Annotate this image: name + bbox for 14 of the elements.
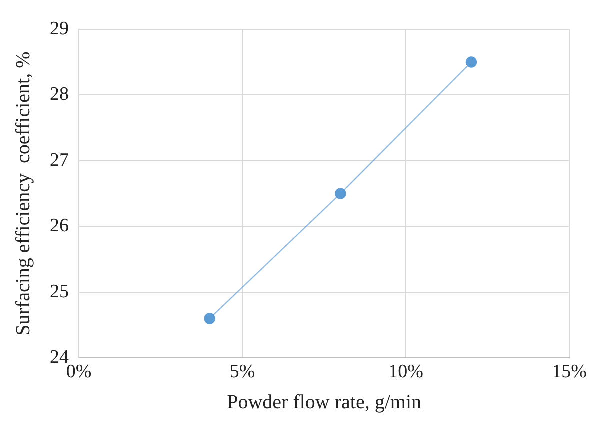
y-tick-label: 28 (50, 84, 69, 106)
x-tick-label: 10% (388, 362, 424, 383)
x-tick-label: 0% (66, 362, 92, 383)
point (204, 313, 216, 324)
y-tick-label: 26 (50, 216, 69, 237)
x-axis-title: Powder flow rate, g/min (227, 391, 422, 414)
point (466, 56, 478, 68)
point (335, 188, 346, 200)
y-tick-label: 27 (50, 150, 69, 171)
y-tick-label: 25 (50, 281, 69, 302)
x-tick-label: 5% (230, 362, 256, 383)
y-tick-label: 29 (50, 18, 69, 40)
x-tick-label: 15% (552, 362, 588, 383)
y-axis-title: Surfacing efficiency coefficient, % (12, 52, 34, 336)
